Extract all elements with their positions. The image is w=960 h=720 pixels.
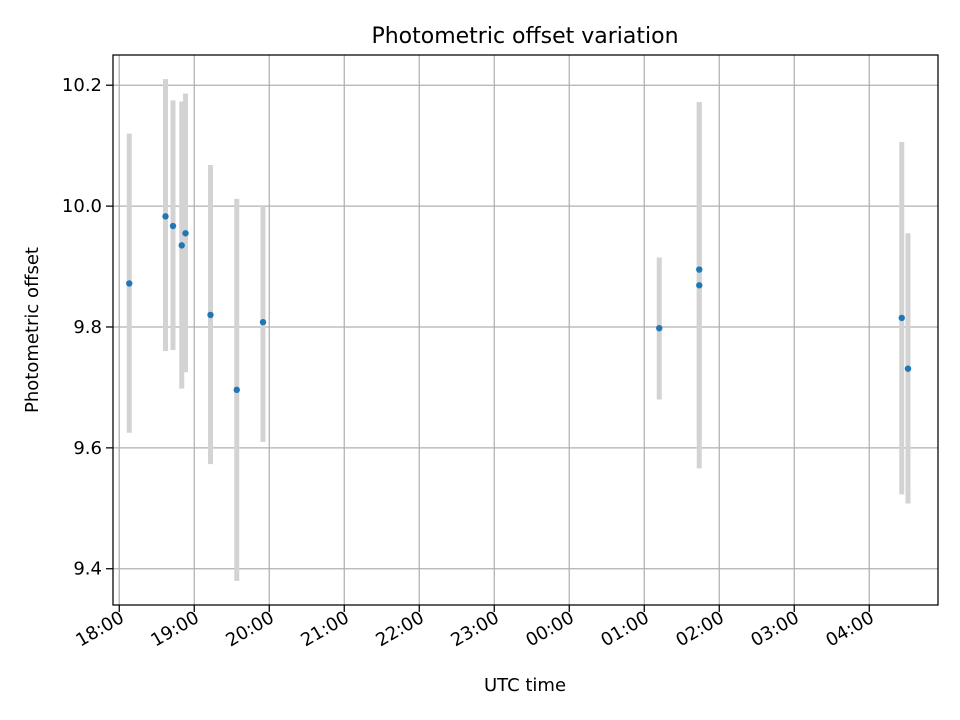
y-tick-label: 10.0 [62,196,102,217]
y-tick-label: 10.2 [62,75,102,96]
data-point [696,282,703,289]
data-point [233,386,240,394]
data-points [126,213,912,394]
plot-frame [112,54,939,606]
data-point [656,324,663,332]
y-axis-ticks: 9.4 9.6 9.8 10.0 10.2 [62,75,113,580]
data-point [259,318,267,326]
x-axis-label: UTC time [484,675,566,696]
data-point [696,266,703,273]
grid [113,55,938,605]
data-point [898,314,905,322]
y-tick-label: 9.4 [73,559,102,580]
y-axis-label: Photometric offset [22,247,43,413]
data-point [904,365,912,372]
data-point [126,280,133,287]
data-point [169,222,177,230]
data-point [182,230,189,237]
data-point [207,311,214,319]
y-tick-label: 9.8 [73,317,102,338]
y-tick-label: 9.6 [73,438,102,459]
data-point [162,213,169,220]
chart-title: Photometric offset variation [371,24,678,49]
data-point [178,242,185,249]
